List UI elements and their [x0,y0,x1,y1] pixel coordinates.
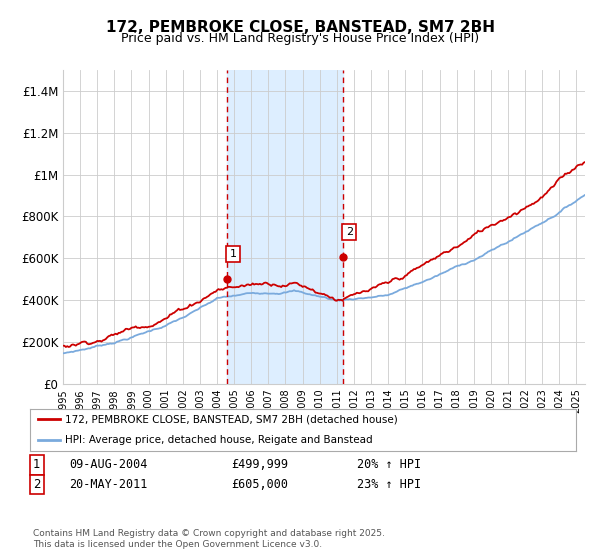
Text: 172, PEMBROKE CLOSE, BANSTEAD, SM7 2BH (detached house): 172, PEMBROKE CLOSE, BANSTEAD, SM7 2BH (… [65,414,398,424]
Text: 2: 2 [346,227,353,237]
Text: Contains HM Land Registry data © Crown copyright and database right 2025.
This d: Contains HM Land Registry data © Crown c… [33,529,385,549]
Text: 172, PEMBROKE CLOSE, BANSTEAD, SM7 2BH: 172, PEMBROKE CLOSE, BANSTEAD, SM7 2BH [106,20,494,35]
Bar [227,70,343,384]
Text: 1: 1 [230,249,237,259]
Text: 2: 2 [33,478,41,491]
Text: 20% ↑ HPI: 20% ↑ HPI [357,458,421,472]
Text: 20-MAY-2011: 20-MAY-2011 [69,478,148,491]
Text: 09-AUG-2004: 09-AUG-2004 [69,458,148,472]
Text: HPI: Average price, detached house, Reigate and Banstead: HPI: Average price, detached house, Reig… [65,435,373,445]
Text: £605,000: £605,000 [231,478,288,491]
Text: 1: 1 [33,458,41,472]
Text: £499,999: £499,999 [231,458,288,472]
Text: 23% ↑ HPI: 23% ↑ HPI [357,478,421,491]
Text: Price paid vs. HM Land Registry's House Price Index (HPI): Price paid vs. HM Land Registry's House … [121,32,479,45]
